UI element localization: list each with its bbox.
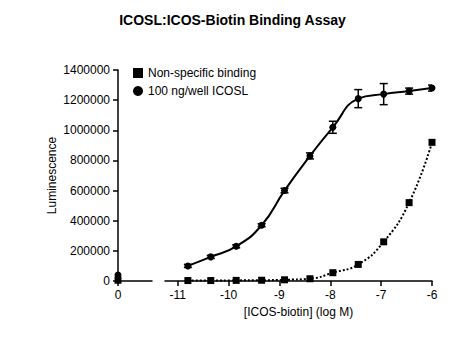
svg-text:400000: 400000 <box>70 214 110 228</box>
svg-text:200000: 200000 <box>70 244 110 258</box>
svg-text:1200000: 1200000 <box>63 93 110 107</box>
svg-text:[ICOS-biotin] (log M): [ICOS-biotin] (log M) <box>244 305 353 319</box>
svg-text:100 ng/well ICOSL: 100 ng/well ICOSL <box>148 84 248 98</box>
svg-text:800000: 800000 <box>70 153 110 167</box>
svg-text:-9: -9 <box>274 288 285 302</box>
svg-text:1000000: 1000000 <box>63 123 110 137</box>
svg-text:Non-specific binding: Non-specific binding <box>148 66 256 80</box>
svg-text:0: 0 <box>103 274 110 288</box>
svg-text:ICOSL:ICOS-Biotin Binding Assa: ICOSL:ICOS-Biotin Binding Assay <box>119 12 346 28</box>
svg-text:-10: -10 <box>220 288 238 302</box>
svg-text:-11: -11 <box>169 288 186 302</box>
svg-text:0: 0 <box>115 288 122 302</box>
svg-text:1400000: 1400000 <box>63 63 110 77</box>
svg-text:-6: -6 <box>427 288 438 302</box>
svg-text:-8: -8 <box>325 288 336 302</box>
svg-text:Luminescence: Luminescence <box>45 136 59 214</box>
svg-text:-7: -7 <box>376 288 387 302</box>
svg-text:600000: 600000 <box>70 184 110 198</box>
